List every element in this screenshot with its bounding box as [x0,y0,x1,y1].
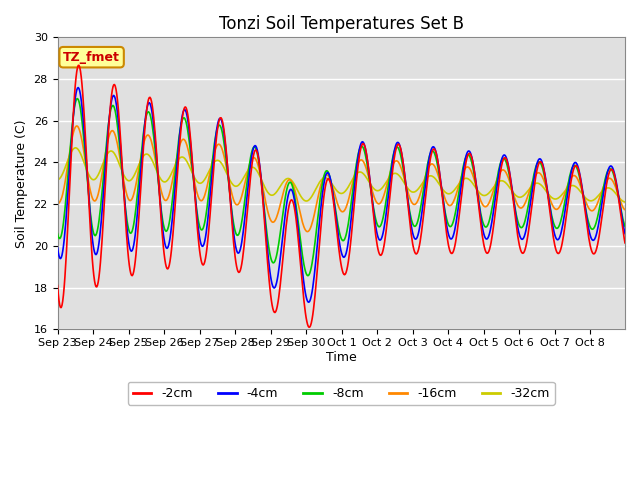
Legend: -2cm, -4cm, -8cm, -16cm, -32cm: -2cm, -4cm, -8cm, -16cm, -32cm [128,382,555,405]
X-axis label: Time: Time [326,351,356,364]
Text: TZ_fmet: TZ_fmet [63,51,120,64]
Title: Tonzi Soil Temperatures Set B: Tonzi Soil Temperatures Set B [219,15,464,33]
Y-axis label: Soil Temperature (C): Soil Temperature (C) [15,119,28,248]
